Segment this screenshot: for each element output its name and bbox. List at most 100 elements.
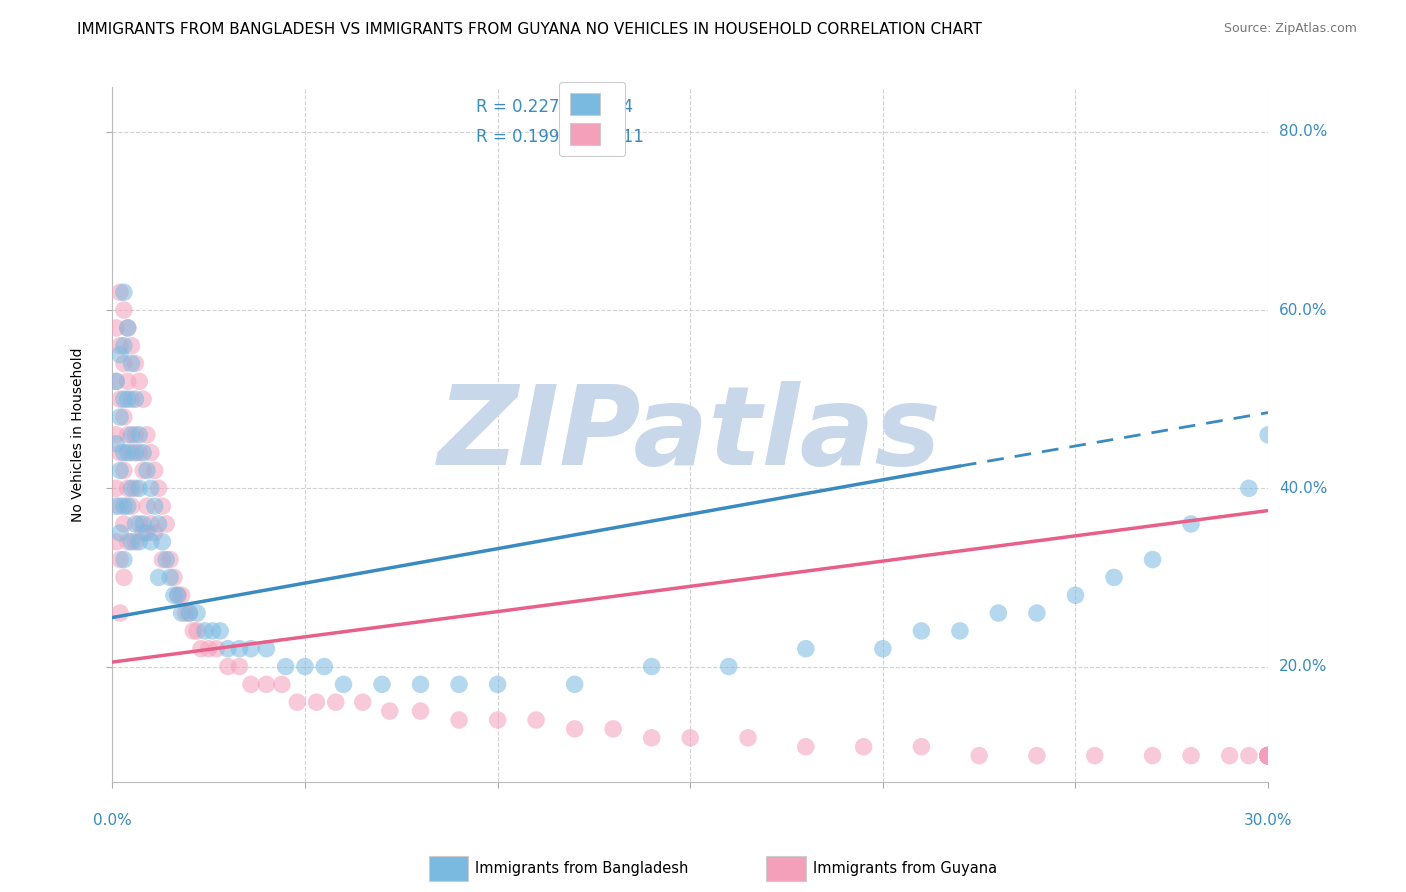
Point xyxy=(121,481,143,495)
Point xyxy=(105,499,128,513)
Point xyxy=(124,357,146,371)
Point xyxy=(108,339,131,353)
Point xyxy=(121,392,143,407)
Point xyxy=(139,445,162,459)
Point xyxy=(1257,748,1279,763)
Point xyxy=(124,534,146,549)
Point xyxy=(1257,748,1279,763)
Point xyxy=(108,392,131,407)
Point xyxy=(108,285,131,300)
Point xyxy=(112,303,135,318)
Point xyxy=(240,677,263,691)
Point xyxy=(1180,516,1202,531)
Point xyxy=(1026,748,1049,763)
Point xyxy=(132,516,155,531)
Point xyxy=(852,739,875,754)
Point xyxy=(174,606,197,620)
Point xyxy=(201,624,224,638)
Point xyxy=(1257,748,1279,763)
Point xyxy=(121,339,143,353)
Point xyxy=(105,481,128,495)
Point xyxy=(105,427,128,442)
Point xyxy=(132,445,155,459)
Point xyxy=(409,677,432,691)
Point xyxy=(910,624,932,638)
Point xyxy=(124,392,146,407)
Point xyxy=(105,321,128,335)
Point xyxy=(564,677,586,691)
Point xyxy=(1237,748,1260,763)
Point xyxy=(117,499,139,513)
Point xyxy=(121,357,143,371)
Point xyxy=(128,516,150,531)
Point xyxy=(108,463,131,477)
Point xyxy=(305,695,328,709)
Text: ZIPatlas: ZIPatlas xyxy=(439,382,942,488)
Text: 0.0%: 0.0% xyxy=(93,813,132,828)
Point xyxy=(910,739,932,754)
Point xyxy=(105,436,128,450)
Point xyxy=(240,641,263,656)
Point xyxy=(409,704,432,718)
Point xyxy=(155,516,177,531)
Point xyxy=(254,641,277,656)
Text: R = 0.199   N = 111: R = 0.199 N = 111 xyxy=(477,128,644,146)
Point xyxy=(486,677,509,691)
Point xyxy=(197,641,219,656)
Point xyxy=(117,427,139,442)
Point xyxy=(564,722,586,736)
Point xyxy=(117,392,139,407)
Point xyxy=(148,570,170,584)
Point xyxy=(717,659,740,673)
Point xyxy=(1257,748,1279,763)
Point xyxy=(1084,748,1107,763)
Point xyxy=(108,499,131,513)
Point xyxy=(1257,748,1279,763)
Point xyxy=(1257,748,1279,763)
Point xyxy=(371,677,394,691)
Point xyxy=(254,677,277,691)
Point xyxy=(524,713,547,727)
Text: Immigrants from Bangladesh: Immigrants from Bangladesh xyxy=(475,862,689,876)
Point xyxy=(1257,748,1279,763)
Point xyxy=(128,427,150,442)
Point xyxy=(143,499,166,513)
Point xyxy=(132,525,155,540)
Point xyxy=(449,713,471,727)
Point xyxy=(1257,748,1279,763)
Point xyxy=(794,641,817,656)
Point xyxy=(124,516,146,531)
Point xyxy=(163,570,186,584)
Point xyxy=(117,321,139,335)
Point xyxy=(121,445,143,459)
Point xyxy=(228,659,250,673)
Point xyxy=(1257,748,1279,763)
Point xyxy=(352,695,374,709)
Point xyxy=(117,321,139,335)
Point xyxy=(1257,748,1279,763)
Point xyxy=(1237,481,1260,495)
Point xyxy=(128,375,150,389)
Text: 30.0%: 30.0% xyxy=(1244,813,1292,828)
Text: 20.0%: 20.0% xyxy=(1279,659,1327,674)
Point xyxy=(181,624,204,638)
Point xyxy=(1257,748,1279,763)
Point xyxy=(1257,748,1279,763)
Point xyxy=(108,552,131,566)
Point xyxy=(166,588,188,602)
Text: 80.0%: 80.0% xyxy=(1279,124,1327,139)
Point xyxy=(1257,748,1279,763)
Point xyxy=(967,748,990,763)
Point xyxy=(190,641,212,656)
Point xyxy=(285,695,308,709)
Point xyxy=(121,427,143,442)
Y-axis label: No Vehicles in Household: No Vehicles in Household xyxy=(72,348,86,522)
Point xyxy=(737,731,759,745)
Point xyxy=(117,445,139,459)
Point xyxy=(325,695,347,709)
Text: Immigrants from Guyana: Immigrants from Guyana xyxy=(813,862,997,876)
Point xyxy=(641,659,664,673)
Point xyxy=(132,392,155,407)
Point xyxy=(1257,427,1279,442)
Point xyxy=(105,375,128,389)
